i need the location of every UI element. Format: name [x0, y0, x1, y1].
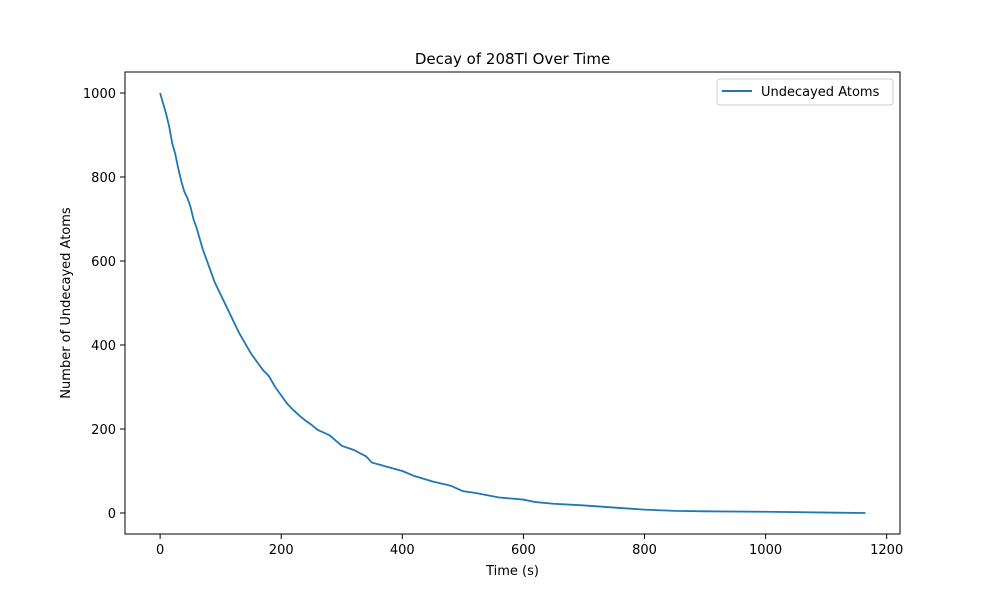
y-axis-label: Number of Undecayed Atoms	[59, 207, 74, 399]
series-line-0	[159, 92, 866, 514]
x-tick-label: 1000	[749, 543, 782, 558]
y-tick-label: 800	[91, 171, 116, 186]
legend: Undecayed Atoms	[716, 78, 894, 106]
y-tick-label: 600	[91, 255, 116, 270]
y-axis-ticks: 0 200 400 600 800 1000	[83, 87, 125, 522]
legend-label: Undecayed Atoms	[761, 85, 880, 100]
x-tick-label: 0	[156, 543, 164, 558]
x-axis-label: Time (s)	[485, 564, 539, 579]
y-tick-label: 400	[91, 339, 116, 354]
axes-frame	[124, 71, 901, 535]
y-tick-label: 200	[91, 423, 116, 438]
legend-box	[716, 78, 894, 106]
x-tick-label: 200	[269, 543, 294, 558]
y-tick-label: 1000	[83, 87, 116, 102]
x-tick-label: 800	[632, 543, 657, 558]
y-tick-label: 0	[108, 507, 116, 522]
x-tick-label: 600	[511, 543, 536, 558]
plot-area	[159, 92, 866, 514]
chart-title: Decay of 208Tl Over Time	[415, 50, 610, 68]
x-tick-label: 1200	[870, 543, 903, 558]
x-axis-ticks: 0 200 400 600 800 1000 1200	[156, 534, 903, 558]
x-tick-label: 400	[390, 543, 415, 558]
